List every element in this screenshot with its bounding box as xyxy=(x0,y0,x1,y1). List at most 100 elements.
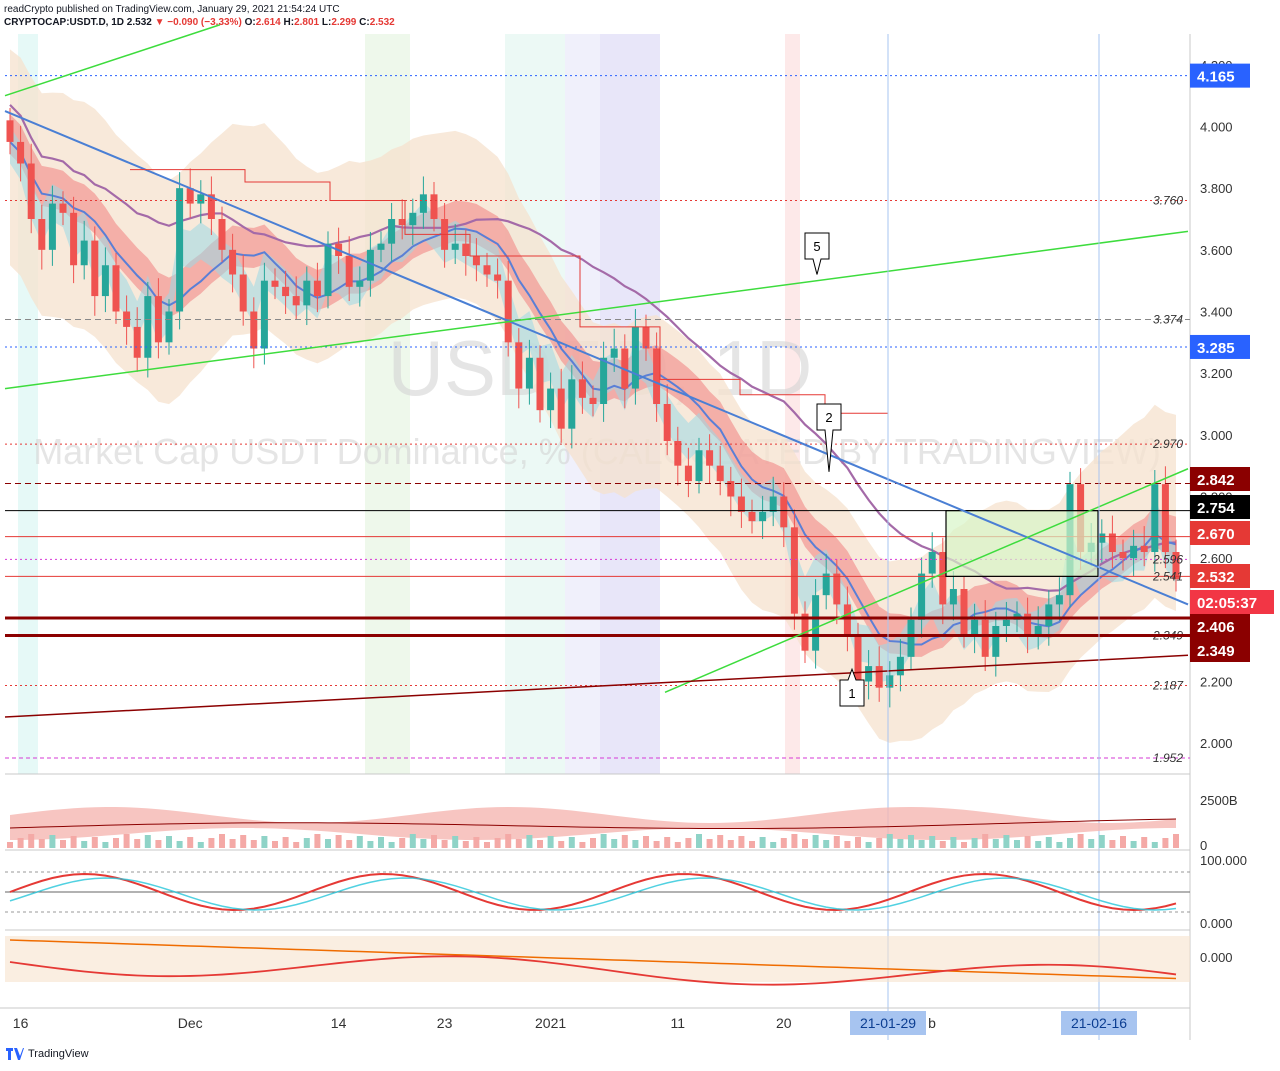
volume-bar xyxy=(939,841,946,848)
volume-bar xyxy=(590,838,596,848)
candle-body xyxy=(992,626,1000,657)
candle-body xyxy=(843,604,851,636)
candle-body xyxy=(568,379,576,429)
callout-2: 2 xyxy=(816,403,842,472)
candle-body xyxy=(1055,595,1063,605)
candle-body xyxy=(494,274,502,281)
candle-body xyxy=(790,527,798,614)
candle-body xyxy=(525,357,533,389)
volume-bar xyxy=(505,834,512,848)
candle xyxy=(101,247,109,313)
candle-body xyxy=(663,404,671,441)
candle xyxy=(1151,469,1159,572)
candle-body xyxy=(1130,545,1138,559)
candle-body xyxy=(303,280,311,306)
candle-body xyxy=(292,296,300,306)
volume-bar xyxy=(17,838,24,848)
last-price: 2.532 xyxy=(126,17,152,28)
candle xyxy=(600,341,608,422)
volume-bar xyxy=(261,836,268,848)
long-support-line xyxy=(4,654,1189,718)
candle-body xyxy=(38,219,46,250)
price-label-text: 2.406 xyxy=(1197,619,1235,636)
candle xyxy=(207,176,215,236)
level-label-3-374: 3.374 xyxy=(1153,313,1183,327)
price-label-bg xyxy=(1190,495,1250,519)
price-label-02-05-37: 02:05:37 xyxy=(1190,590,1274,614)
volume-ma-line xyxy=(9,818,1177,830)
volume-bar xyxy=(250,840,257,848)
candle-body xyxy=(59,203,67,213)
volume-bar xyxy=(60,840,66,848)
volume-bar xyxy=(992,839,999,848)
volume-bar xyxy=(494,838,501,848)
price-label-bg xyxy=(1190,521,1250,545)
candle-body xyxy=(812,595,820,651)
candle-body xyxy=(642,326,650,349)
candle xyxy=(1098,519,1106,563)
candle-body xyxy=(865,666,873,682)
candle-body xyxy=(504,280,512,343)
candle xyxy=(59,191,67,226)
volume-bar xyxy=(886,834,893,848)
volume-bar xyxy=(176,841,183,848)
candle-body xyxy=(748,511,756,522)
candle-body xyxy=(1119,552,1127,559)
y-tick-3-200: 3.200 xyxy=(1200,366,1233,381)
x-tick-partial: b xyxy=(928,1015,936,1031)
candle-body xyxy=(684,465,692,482)
candle-body xyxy=(80,240,88,266)
candle xyxy=(356,266,364,307)
y-tick-2-200: 2.200 xyxy=(1200,675,1233,690)
candle xyxy=(324,231,332,309)
volume-bar xyxy=(1014,840,1020,848)
time-axis: 16 Dec 14 23 2021 11 20 21-01-29 21-02-16 b xyxy=(0,1007,1190,1035)
candle-body xyxy=(409,212,417,226)
footer-logo-text[interactable]: TradingView xyxy=(28,1048,89,1060)
volume-bar xyxy=(431,835,437,848)
candle-body xyxy=(462,243,470,256)
volume-bar xyxy=(1045,837,1052,848)
candle-body xyxy=(430,194,438,219)
volume-bar xyxy=(38,839,45,848)
trailing-stop-line xyxy=(130,169,889,420)
price-change: ▼ −0.090 (−3.33%) xyxy=(154,17,242,28)
volume-bar xyxy=(855,837,861,848)
candle xyxy=(1024,597,1032,654)
ascending-channel-line xyxy=(4,230,1189,390)
volume-bar xyxy=(325,839,331,848)
candle-body xyxy=(822,573,830,596)
osc1-cyan-line xyxy=(9,877,1177,911)
callout-1: 1 xyxy=(839,667,865,707)
candle xyxy=(525,339,533,405)
candle xyxy=(939,537,947,625)
candle xyxy=(1108,515,1116,569)
candle-body xyxy=(1151,484,1159,552)
candle xyxy=(494,258,502,299)
volume-bar xyxy=(1120,836,1126,848)
volume-bar xyxy=(685,838,692,848)
tradingview-logo-icon xyxy=(6,1048,24,1060)
close-value: 2.532 xyxy=(369,17,395,28)
price-label-text: 2.349 xyxy=(1197,643,1235,660)
candle-body xyxy=(706,450,714,466)
candle-body xyxy=(1045,604,1053,626)
candle xyxy=(1119,539,1127,571)
price-label-bg xyxy=(1190,63,1250,88)
volume-bar xyxy=(346,840,353,848)
callout-bubble xyxy=(816,403,842,472)
volume-bar xyxy=(314,834,321,848)
callout-label: 5 xyxy=(813,239,820,254)
volume-bar xyxy=(823,840,830,848)
candle xyxy=(833,559,841,625)
candle-body xyxy=(186,188,194,204)
candle xyxy=(472,238,480,282)
candle xyxy=(229,233,237,293)
volume-bar xyxy=(134,839,141,848)
volume-bar xyxy=(1130,841,1137,848)
level-label-2-596: 2.596 xyxy=(1152,552,1183,566)
candle-body xyxy=(854,635,862,682)
candle xyxy=(1130,529,1138,577)
candle-body xyxy=(600,357,608,404)
